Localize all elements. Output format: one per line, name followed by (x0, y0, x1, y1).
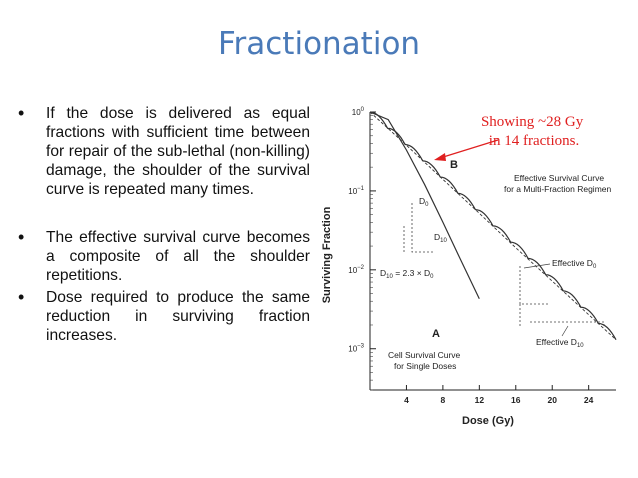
x-ticks: 4 8 12 16 20 24 (404, 385, 594, 405)
effective-d10-pointer (561, 325, 569, 337)
x-tick-label: 4 (404, 395, 409, 405)
bullet-text: Dose required to produce the same reduct… (46, 289, 310, 344)
x-tick-label: 12 (475, 395, 485, 405)
callout-arrow (439, 139, 499, 159)
x-tick-label: 16 (511, 395, 521, 405)
callout-text: Showing ~28 Gy in 14 fractions. (481, 114, 587, 149)
d-construction-lines (403, 203, 434, 253)
y-tick-label: 10−3 (348, 344, 364, 354)
slide-title: Fractionation (217, 26, 421, 62)
bullet-list: • If the dose is delivered as equal fract… (18, 104, 310, 345)
bullet-text: The effective survival curve becomes a c… (46, 229, 310, 284)
x-tick-label: 24 (584, 395, 594, 405)
y-tick-label: 100 (352, 107, 365, 117)
curve-a-marker: A (432, 328, 440, 340)
effective-construction-lines (519, 266, 605, 326)
bullet-item: • The effective survival curve becomes a … (18, 228, 310, 285)
bullet-dot-icon: • (18, 103, 25, 123)
survival-chart: 4 8 12 16 20 24 100 10−1 10−2 10−3 Dose (Gy) Sur… (321, 107, 617, 427)
y-tick-label: 10−1 (348, 186, 364, 196)
d10-relation: D10 = 2.3 × D0 (380, 268, 434, 280)
d0-label: D0 (419, 196, 429, 208)
x-tick-label: 20 (547, 395, 557, 405)
effective-d10-label: Effective D10 (536, 337, 584, 349)
bullet-item: • Dose required to produce the same reduc… (18, 288, 310, 345)
y-ticks: 100 10−1 10−2 10−3 (348, 107, 376, 391)
effective-d0-pointer (523, 263, 551, 269)
curve-b-caption: Effective Survival Curve for a Multi-Fra… (504, 173, 612, 194)
bullet-text: If the dose is delivered as equal fracti… (46, 105, 310, 198)
x-tick-label: 8 (441, 395, 446, 405)
bullet-dot-icon: • (18, 227, 25, 247)
d10-label: D10 (434, 232, 447, 244)
curve-b-effective-line (369, 111, 617, 341)
bullet-dot-icon: • (18, 287, 25, 307)
curve-a-caption: Cell Survival Curve for Single Doses (388, 350, 463, 371)
curve-b-marker: B (450, 159, 458, 171)
y-tick-label: 10−2 (348, 265, 364, 275)
callout-arrowhead-icon (434, 153, 446, 161)
y-axis-title: Surviving Fraction (321, 206, 333, 303)
effective-d0-label: Effective D0 (552, 258, 597, 270)
survival-curve-figure: 4 8 12 16 20 24 100 10−1 10−2 10−3 Dose (Gy) Sur… (316, 100, 636, 440)
curve-a-line (369, 111, 480, 299)
bullet-item: • If the dose is delivered as equal fract… (18, 104, 310, 199)
x-axis-title: Dose (Gy) (462, 415, 514, 427)
